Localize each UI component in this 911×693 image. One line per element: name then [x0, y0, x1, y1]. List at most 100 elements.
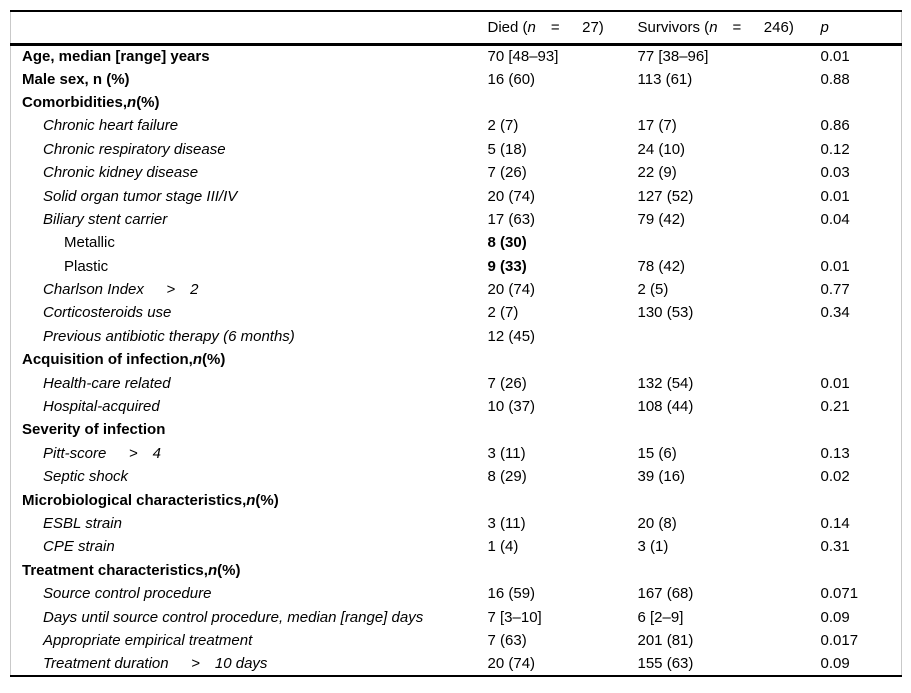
died-cell: 8 (30): [487, 234, 527, 252]
died-cell: [488, 348, 638, 371]
died-cell: 9 (33): [487, 257, 527, 275]
text-segment: Chronic respiratory disease: [43, 140, 226, 158]
text-segment: = 246): [717, 18, 794, 36]
text-segment: Source control procedure: [43, 585, 212, 603]
text-segment: Chronic kidney disease: [43, 164, 199, 182]
p-value-cell: 0.09: [820, 608, 850, 626]
survivors-cell: 24 (10): [637, 140, 686, 158]
p-value-cell: 0.017: [820, 631, 859, 649]
p-value-cell: 0.21: [820, 398, 850, 416]
table-header: Died ( n = 27) Survivors (n = 246) p: [10, 11, 902, 46]
text-segment: ESBL strain: [43, 515, 122, 532]
row-label: Chronic respiratory disease: [11, 138, 488, 161]
survivors-cell: 78 (42): [637, 257, 686, 275]
p-value-cell: 0.14: [820, 515, 850, 532]
p-value-cell: [821, 418, 902, 441]
text-segment: (%): [217, 561, 241, 579]
table-row: Microbiological characteristics,n(%): [11, 488, 902, 511]
survivors-cell: [638, 325, 821, 348]
died-cell: 20 (74): [487, 187, 536, 205]
survivors-cell: 39 (16): [637, 468, 686, 486]
table-row: Days until source control procedure, med…: [11, 605, 902, 628]
text-segment: Comorbidities,: [22, 93, 128, 111]
text-segment: Age, median [range] years: [22, 47, 210, 65]
text-segment: Hospital-acquired: [43, 398, 160, 416]
text-segment: CPE strain: [43, 538, 115, 556]
table-row: Plastic 9 (33) 78 (42) 0.01: [11, 255, 902, 278]
row-label: Acquisition of infection,n(%): [11, 348, 488, 371]
table-row: Corticosteroids use 2 (7) 130 (53) 0.34: [11, 301, 902, 324]
text-segment: Biliary stent carrier: [43, 210, 168, 228]
text-segment: Septic shock: [43, 468, 129, 486]
p-value-cell: 0.77: [820, 281, 850, 299]
italic-n: n: [127, 93, 137, 111]
died-cell: 5 (18): [487, 140, 527, 158]
survivors-cell: 3 (1): [637, 538, 669, 556]
died-cell: [488, 91, 638, 114]
row-label: Severity of infection: [11, 418, 488, 441]
died-cell: 7 (63): [487, 631, 527, 649]
p-value-cell: 0.01: [820, 47, 850, 65]
table-row: Acquisition of infection,n(%): [11, 348, 902, 371]
table-row: Pitt-score > 4 3 (11) 15 (6) 0.13: [11, 442, 902, 465]
died-cell: 2 (7): [487, 304, 519, 322]
died-cell: 17 (63): [487, 210, 536, 228]
text-segment: Treatment characteristics,: [22, 561, 208, 579]
table-row: Solid organ tumor stage III/IV 20 (74) 127…: [11, 184, 902, 207]
survivors-cell: [638, 348, 821, 371]
row-label: Septic shock: [11, 465, 488, 488]
died-cell: 20 (74): [487, 281, 536, 299]
survivors-cell: 79 (42): [637, 210, 686, 228]
p-value-cell: 0.34: [820, 304, 850, 322]
row-label: ESBL strain: [11, 512, 488, 535]
died-cell: 16 (59): [487, 585, 536, 603]
survivors-cell: 22 (9): [637, 164, 677, 182]
table-row: Hospital-acquired 10 (37) 108 (44) 0.21: [11, 395, 902, 418]
died-cell: 16 (60): [487, 70, 536, 88]
text-segment: Pitt-score > 4: [43, 444, 161, 462]
died-cell: 70 [48–93]: [487, 47, 559, 65]
table-row: Comorbidities,n(%): [11, 91, 902, 114]
row-label: Male sex, n (%): [11, 67, 488, 90]
row-label: Source control procedure: [11, 582, 488, 605]
table-row: Septic shock 8 (29) 39 (16) 0.02: [11, 465, 902, 488]
table-body: Age, median [range] years 70 [48–93] 77 [3…: [11, 44, 902, 676]
row-label: CPE strain: [11, 535, 488, 558]
p-value-cell: 0.09: [820, 654, 850, 672]
text-segment: = 27): [535, 18, 604, 36]
text-segment: Charlson Index > 2: [43, 281, 199, 299]
row-label: Hospital-acquired: [11, 395, 488, 418]
survivors-cell: [638, 231, 821, 254]
text-segment: Corticosteroids use: [43, 304, 172, 322]
survivors-cell: 127 (52): [637, 187, 694, 205]
survivors-cell: 167 (68): [637, 585, 694, 603]
row-label: Chronic kidney disease: [11, 161, 488, 184]
p-value-cell: 0.12: [820, 140, 850, 158]
survivors-cell: 17 (7): [637, 117, 677, 135]
table-row: Chronic respiratory disease 5 (18) 24 (10)…: [11, 138, 902, 161]
survivors-cell: 108 (44): [637, 398, 694, 416]
p-value-cell: 0.86: [820, 117, 850, 135]
italic-n: n: [709, 18, 718, 36]
text-segment: Plastic: [64, 257, 109, 275]
column-header-p: p: [820, 11, 902, 46]
table-row: Appropriate empirical treatment 7 (63) 201…: [11, 629, 902, 652]
text-segment: (%): [202, 351, 226, 369]
p-value-cell: [821, 559, 902, 582]
row-label: Biliary stent carrier: [11, 208, 488, 231]
survivors-cell: [638, 488, 821, 511]
died-cell: 7 [3–10]: [487, 608, 542, 626]
text-segment: Solid organ tumor stage III/IV: [43, 187, 238, 205]
table-row: Severity of infection: [11, 418, 902, 441]
column-header-survivors: Survivors (n = 246): [637, 11, 821, 46]
text-segment: Male sex, n (%): [22, 70, 130, 88]
text-segment: Died (: [487, 18, 528, 36]
table-row: Charlson Index > 2 20 (74) 2 (5) 0.77: [11, 278, 902, 301]
table-row: Chronic heart failure 2 (7) 17 (7) 0.86: [11, 114, 902, 137]
header-row: Died ( n = 27) Survivors (n = 246) p: [10, 11, 902, 46]
table-row: Treatment duration > 10 days 20 (74) 155 (…: [11, 652, 902, 675]
table-row: Treatment characteristics,n(%): [11, 559, 902, 582]
row-label: Previous antibiotic therapy (6 months): [11, 325, 488, 348]
survivors-cell: 6 [2–9]: [637, 608, 684, 626]
died-cell: [488, 559, 638, 582]
